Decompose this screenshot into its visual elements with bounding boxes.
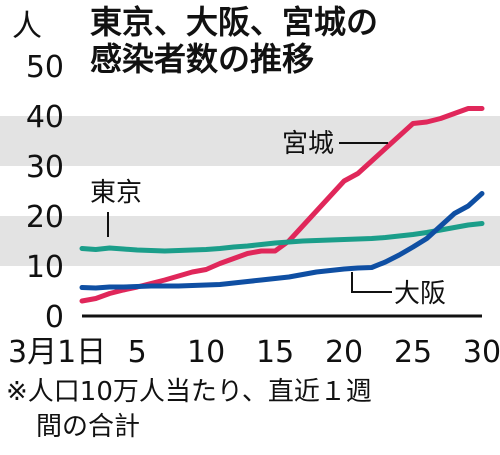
chart-title-line: 東京、大阪、宮城の bbox=[90, 3, 378, 41]
series-line bbox=[79, 191, 485, 291]
x-tick-label: 20 bbox=[325, 335, 363, 370]
footnote-line: ※人口10万人当たり、直近１週 bbox=[6, 377, 372, 407]
y-tick-label: 30 bbox=[26, 150, 64, 185]
y-tick-label: 40 bbox=[26, 100, 64, 135]
x-tick-label: 5 bbox=[128, 335, 147, 370]
series-label-tokyo: 東京 bbox=[90, 178, 142, 208]
series-label-miyagi: 宮城 bbox=[282, 129, 334, 159]
y-tick-label: 20 bbox=[26, 200, 64, 235]
x-tick-label: 25 bbox=[394, 335, 432, 370]
x-tick-label: 3月1日 bbox=[8, 335, 106, 370]
x-tick-label: 15 bbox=[256, 335, 294, 370]
chart-title-line: 感染者数の推移 bbox=[90, 40, 314, 78]
footnote-line: 間の合計 bbox=[36, 412, 140, 442]
y-tick-label: 50 bbox=[26, 50, 64, 85]
x-tick-label: 30 bbox=[463, 335, 500, 370]
y-axis-ticks: 0 10 20 30 40 50 bbox=[26, 50, 64, 335]
grid-band bbox=[0, 216, 500, 266]
y-tick-label: 10 bbox=[26, 250, 64, 285]
x-tick-label: 10 bbox=[187, 335, 225, 370]
y-axis-unit-label: 人 bbox=[12, 9, 42, 44]
leader-line-osaka bbox=[351, 272, 392, 293]
series-label-osaka: 大阪 bbox=[394, 279, 446, 309]
series-line bbox=[79, 221, 485, 254]
x-axis-ticks: 3月1日 5 10 15 20 25 30 bbox=[8, 335, 500, 370]
y-tick-label: 0 bbox=[45, 300, 64, 335]
chart-series bbox=[79, 106, 485, 304]
